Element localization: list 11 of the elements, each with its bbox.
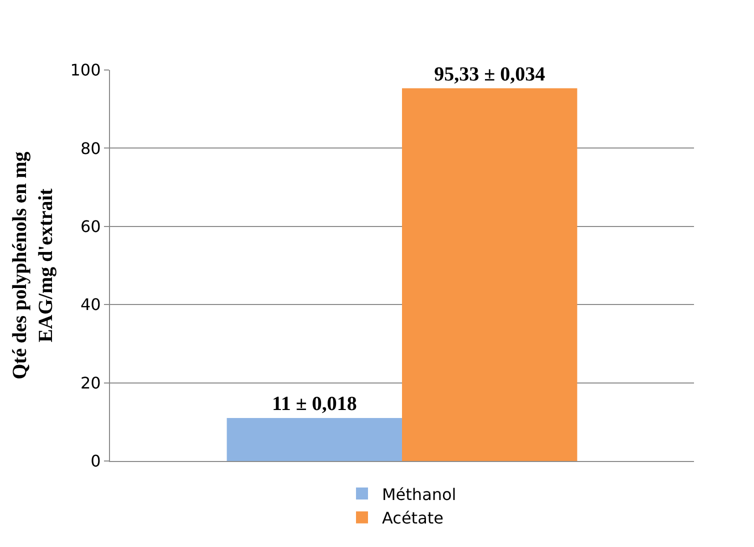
y-tick-label: 80 bbox=[80, 138, 101, 158]
data-label: 11 ± 0,018 bbox=[272, 392, 357, 415]
y-tick-label: 20 bbox=[80, 373, 101, 392]
y-tick-label: 60 bbox=[80, 217, 101, 236]
y-tick-label: 40 bbox=[80, 295, 101, 314]
y-tick-label: 0 bbox=[90, 452, 101, 471]
legend-label: Acétate bbox=[382, 508, 444, 528]
y-axis-title: Qté des polyphénols en mg EAG/mg d'extrait bbox=[8, 152, 57, 380]
data-label: 95,33 ± 0,034 bbox=[434, 63, 546, 86]
y-tick-label: 100 bbox=[70, 60, 101, 80]
legend-label: Méthanol bbox=[382, 484, 456, 504]
